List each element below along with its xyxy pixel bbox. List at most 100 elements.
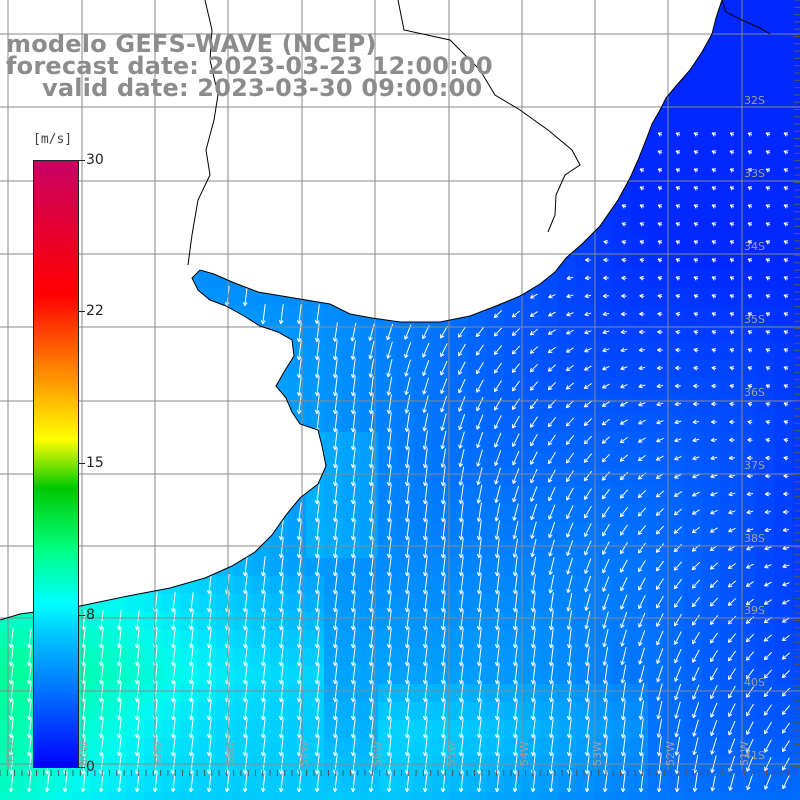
wind-arrow — [765, 132, 771, 137]
wind-arrow — [693, 186, 699, 191]
wind-cell — [90, 756, 109, 775]
wind-arrow — [729, 437, 735, 443]
wind-cell — [0, 774, 19, 793]
wind-arrow — [547, 434, 557, 446]
wind-cell — [270, 576, 289, 595]
wind-cell — [738, 234, 757, 253]
wind-arrow — [458, 361, 466, 375]
wind-cell — [162, 594, 181, 613]
wind-cell — [756, 504, 775, 523]
wind-cell — [522, 450, 541, 469]
wind-cell — [216, 738, 235, 757]
wind-cell — [144, 612, 163, 631]
wind-cell — [396, 576, 415, 595]
wind-cell — [738, 342, 757, 361]
wind-cell — [486, 630, 505, 649]
wind-cell — [486, 594, 505, 613]
wind-cell — [324, 306, 343, 325]
wind-cell — [270, 684, 289, 703]
wind-cell — [702, 306, 721, 325]
wind-cell — [648, 738, 667, 757]
wind-arrow — [783, 276, 789, 281]
wind-cell — [486, 540, 505, 559]
wind-cell — [756, 180, 775, 199]
wind-cell — [738, 252, 757, 271]
wind-cell — [270, 702, 289, 721]
wind-arrow — [621, 293, 627, 299]
wind-cell — [486, 612, 505, 631]
wind-cell — [630, 198, 649, 217]
wind-arrow — [386, 359, 393, 378]
wind-arrow — [674, 473, 682, 479]
wind-cell — [288, 306, 307, 325]
wind-cell — [234, 702, 253, 721]
wind-arrow — [675, 276, 681, 281]
wind-cell — [774, 522, 793, 541]
wind-arrow — [547, 416, 557, 428]
wind-cell — [450, 360, 469, 379]
wind-cell — [450, 378, 469, 397]
wind-cell — [450, 720, 469, 739]
wind-cell — [342, 414, 361, 433]
wind-cell — [468, 342, 487, 361]
wind-cell — [576, 738, 595, 757]
wind-arrow — [601, 436, 611, 444]
wind-arrow — [765, 294, 771, 299]
wind-cell — [288, 378, 307, 397]
wind-cell — [378, 450, 397, 469]
wind-arrow — [332, 376, 338, 397]
wind-cell — [306, 738, 325, 757]
wind-cell — [162, 738, 181, 757]
wind-arrow — [765, 348, 771, 353]
wind-cell — [450, 540, 469, 559]
wind-cell — [630, 666, 649, 685]
wind-cell — [126, 612, 145, 631]
wind-arrow — [765, 420, 771, 425]
wind-arrow — [440, 430, 447, 450]
wind-cell — [774, 126, 793, 145]
wind-arrow — [386, 341, 393, 359]
wind-arrow — [621, 257, 627, 263]
wind-cell — [702, 216, 721, 235]
wind-cell — [144, 792, 163, 800]
wind-cell — [756, 270, 775, 289]
wind-arrow — [601, 418, 611, 426]
wind-cell — [288, 648, 307, 667]
wind-cell — [630, 324, 649, 343]
wind-cell — [252, 558, 271, 577]
wind-cell — [252, 630, 271, 649]
wind-cell — [684, 126, 703, 145]
wind-cell — [702, 252, 721, 271]
wind-cell — [738, 432, 757, 451]
wind-arrow — [368, 412, 374, 433]
wind-cell — [756, 162, 775, 181]
wind-cell — [774, 324, 793, 343]
wind-cell — [558, 594, 577, 613]
wind-cell — [396, 504, 415, 523]
wind-arrow — [674, 455, 682, 461]
wind-arrow — [747, 222, 753, 227]
wind-arrow — [637, 437, 646, 443]
wind-arrow — [657, 293, 663, 299]
wind-cell — [774, 360, 793, 379]
wind-cell — [774, 198, 793, 217]
wind-cell — [594, 252, 613, 271]
wind-arrow — [692, 401, 699, 407]
wind-arrow — [404, 394, 411, 414]
wind-cell — [306, 396, 325, 415]
wind-cell — [558, 684, 577, 703]
wind-arrow — [729, 294, 735, 299]
wind-cell — [792, 666, 800, 685]
wind-arrow — [783, 150, 789, 155]
wind-cell — [468, 594, 487, 613]
wind-cell — [594, 666, 613, 685]
wind-arrow — [511, 398, 520, 410]
wind-cell — [630, 684, 649, 703]
wind-cell — [216, 576, 235, 595]
wind-cell — [504, 414, 523, 433]
wind-cell — [306, 684, 325, 703]
wind-cell — [288, 666, 307, 685]
wind-cell — [576, 630, 595, 649]
wind-cell — [306, 504, 325, 523]
wind-cell — [486, 702, 505, 721]
